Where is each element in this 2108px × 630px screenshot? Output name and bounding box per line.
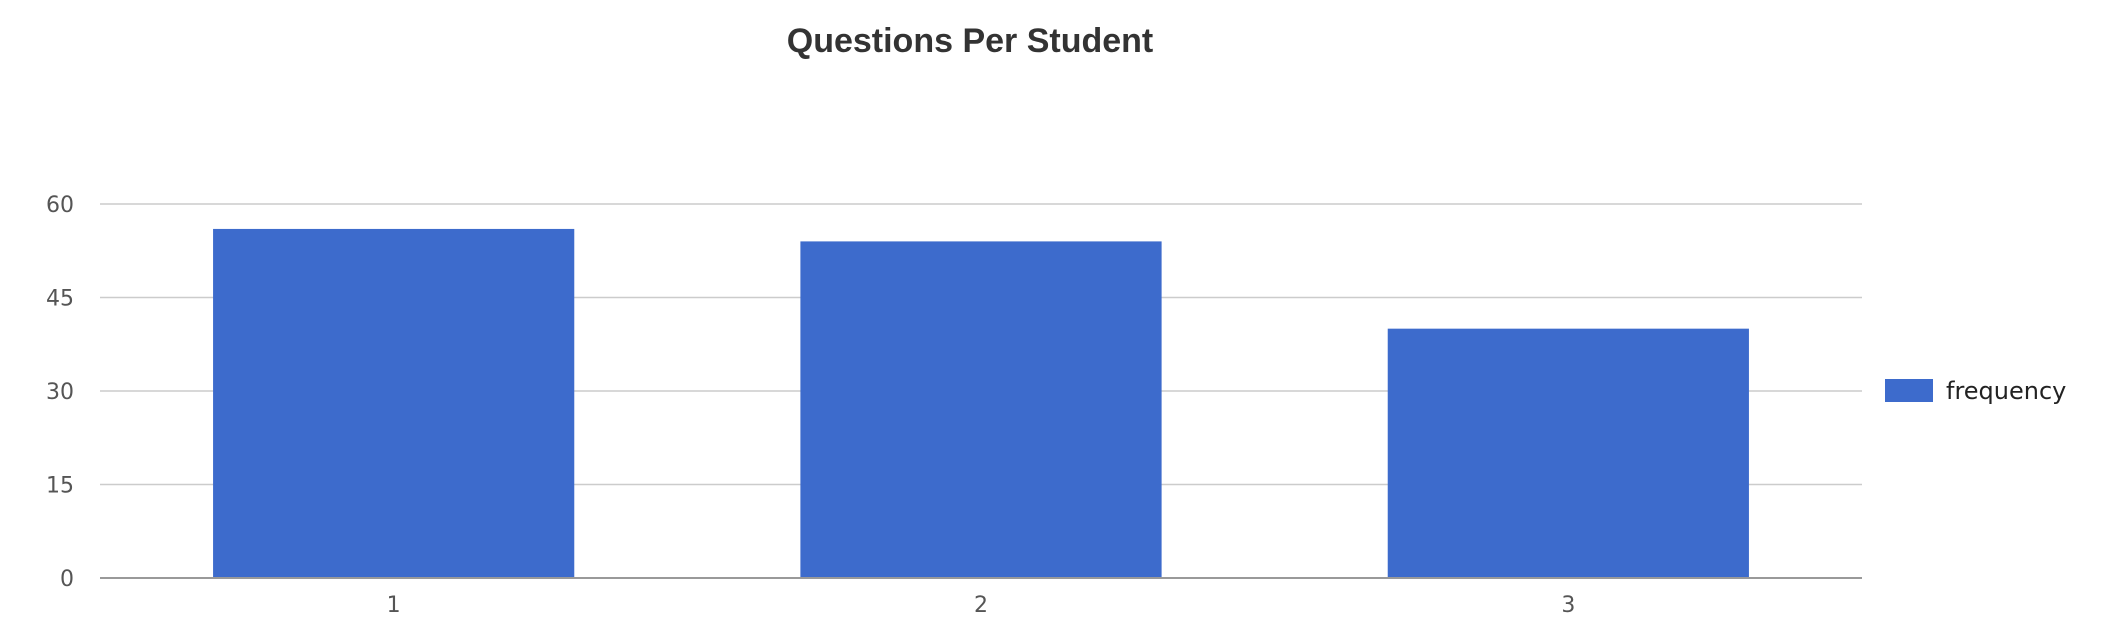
bar-3[interactable] <box>1387 328 1749 578</box>
legend-swatch <box>1885 379 1933 402</box>
y-tick-label: 30 <box>46 380 74 405</box>
y-tick-label: 15 <box>46 474 74 499</box>
x-tick-label: 3 <box>1561 593 1575 618</box>
legend-label: frequency <box>1946 377 2066 405</box>
legend[interactable]: frequency <box>1885 377 2066 405</box>
bar-1[interactable] <box>213 228 575 578</box>
axes: 0 15 30 45 60 1 2 3 <box>46 193 1862 618</box>
y-tick-label: 45 <box>46 287 74 312</box>
x-tick-label: 2 <box>974 593 988 618</box>
chart-title: Questions Per Student <box>786 22 1154 60</box>
x-tick-label: 1 <box>387 593 401 618</box>
y-tick-label: 0 <box>60 567 74 592</box>
bars <box>213 228 1749 578</box>
bar-2[interactable] <box>800 241 1162 578</box>
y-tick-label: 60 <box>46 193 74 218</box>
